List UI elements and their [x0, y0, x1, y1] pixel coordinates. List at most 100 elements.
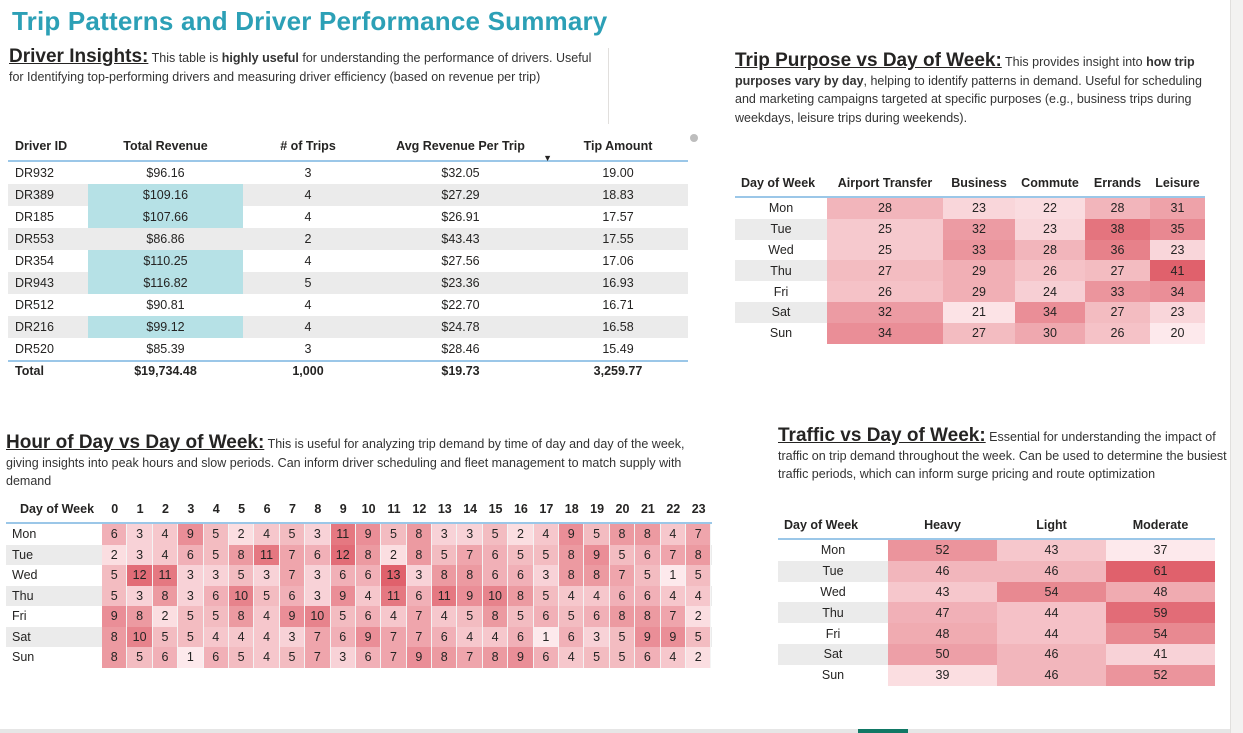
purpose-column-header[interactable]: Commute	[1021, 176, 1079, 190]
hour-column-header[interactable]: 6	[263, 502, 271, 516]
column-header-total-revenue[interactable]: Total Revenue	[123, 139, 208, 153]
hour-row-mon: Mon 6 3 4 9 5 2 4 5 3 11 9 5 8 3 3 5 2 4 9 5 8 8 4 7	[6, 524, 712, 545]
hour-cell: 9	[457, 585, 483, 606]
hour-cell: 3	[127, 544, 153, 565]
avg-revenue-cell: $27.56	[441, 254, 480, 268]
purpose-column-header[interactable]: Errands	[1093, 176, 1142, 190]
traffic-cell: 43	[888, 581, 997, 603]
hour-row-label: Thu	[12, 588, 34, 603]
hour-cell: 7	[381, 626, 407, 647]
hour-cell: 12	[330, 544, 356, 565]
column-header-tip-amount[interactable]: Tip Amount	[583, 139, 653, 153]
hour-cell: 7	[381, 647, 407, 668]
traffic-row-label: Wed	[820, 584, 846, 599]
purpose-column-header[interactable]: Airport Transfer	[837, 176, 933, 190]
hour-cell: 4	[254, 626, 280, 647]
total-revenue: $19,734.48	[134, 364, 197, 378]
right-scrollbar[interactable]	[1230, 0, 1243, 733]
trips-cell: 4	[304, 320, 312, 334]
purpose-row-label: Mon	[768, 201, 794, 216]
traffic-corner-header[interactable]: Day of Week	[784, 518, 859, 532]
hour-cell: 8	[102, 626, 128, 647]
traffic-column-header[interactable]: Heavy	[924, 518, 961, 532]
sort-descending-icon[interactable]: ▼	[543, 153, 552, 163]
hour-column-header[interactable]: 17	[539, 502, 554, 516]
hour-column-header[interactable]: 15	[488, 502, 503, 516]
purpose-row-label: Sat	[771, 305, 791, 320]
purpose-cell: 28	[1085, 198, 1150, 219]
hour-cell: 4	[254, 606, 280, 627]
hour-column-header[interactable]: 16	[513, 502, 528, 516]
table-row: DR354 $110.25 4 $27.56 17.06	[8, 250, 688, 272]
hour-cell: 5	[584, 524, 610, 545]
hour-cell: 7	[457, 544, 483, 565]
hour-column-header[interactable]: 4	[212, 502, 220, 516]
hour-cell: 6	[279, 585, 306, 606]
hour-column-header[interactable]: 21	[640, 502, 655, 516]
hour-column-header[interactable]: 9	[339, 502, 347, 516]
purpose-column-header[interactable]: Leisure	[1155, 176, 1200, 190]
hour-cell: 8	[127, 606, 153, 627]
purpose-cell: 23	[1150, 301, 1205, 323]
traffic-cell: 46	[997, 643, 1106, 665]
hour-column-header[interactable]: 12	[412, 502, 427, 516]
hour-column-header[interactable]: 20	[615, 502, 630, 516]
hour-column-header[interactable]: 0	[111, 502, 119, 516]
hour-cell: 5	[533, 544, 560, 565]
hour-cell: 3	[432, 524, 458, 545]
hour-column-header[interactable]: 3	[187, 502, 195, 516]
hour-column-header[interactable]: 1	[136, 502, 144, 516]
total-revenue-cell: $110.25	[88, 250, 243, 272]
purpose-row-sun: Sun 34 27 30 26 20	[735, 322, 1205, 344]
column-header-avg-revenue[interactable]: Avg Revenue Per Trip ▼	[373, 139, 552, 163]
hour-column-header[interactable]: 7	[288, 502, 296, 516]
purpose-row-label: Tue	[770, 222, 792, 237]
traffic-description: Traffic vs Day of Week: Essential for un…	[778, 426, 1228, 484]
hour-column-header[interactable]: 14	[463, 502, 478, 516]
hour-column-header[interactable]: 2	[162, 502, 169, 516]
hour-cell: 7	[660, 544, 686, 565]
hour-cell: 5	[203, 524, 229, 545]
column-header-trips[interactable]: # of Trips	[280, 139, 336, 153]
hour-cell: 6	[609, 585, 636, 606]
hour-column-header[interactable]: 5	[238, 502, 246, 516]
hour-cell: 4	[254, 524, 280, 545]
hour-column-header[interactable]: 8	[314, 502, 322, 516]
hour-cell: 5	[457, 606, 483, 627]
hour-column-header[interactable]: 13	[437, 502, 452, 516]
purpose-row-mon: Mon 28 23 22 28 31	[735, 198, 1205, 219]
purpose-cell: 32	[827, 301, 943, 323]
hour-column-header[interactable]: 10	[361, 502, 376, 516]
hour-cell: 4	[203, 626, 229, 647]
hour-cell: 5	[584, 647, 610, 668]
active-page-tab[interactable]	[858, 729, 908, 733]
driver-id-cell: DR389	[15, 188, 54, 202]
purpose-column-header[interactable]: Business	[951, 176, 1007, 190]
column-header-driver-id[interactable]: Driver ID	[15, 139, 68, 153]
traffic-row-label: Sat	[823, 647, 843, 662]
driver-id-cell: DR216	[15, 320, 54, 334]
hour-cell: 6	[203, 647, 229, 668]
scroll-indicator-dot[interactable]	[690, 134, 698, 142]
purpose-corner-header[interactable]: Day of Week	[741, 176, 816, 190]
hour-column-header[interactable]: 11	[387, 502, 401, 516]
hour-cell: 8	[559, 544, 585, 565]
tip-amount-cell: 15.49	[602, 342, 634, 356]
hour-column-header[interactable]: 23	[691, 502, 706, 516]
hour-column-header[interactable]: 22	[666, 502, 681, 516]
traffic-cell: 61	[1106, 560, 1215, 582]
traffic-column-header[interactable]: Moderate	[1132, 518, 1189, 532]
hour-column-header[interactable]: 19	[590, 502, 605, 516]
hour-column-header[interactable]: 18	[564, 502, 579, 516]
hour-row-fri: Fri 9 8 2 5 5 8 4 9 10 5 6 4 7 4 5 8 5 6 5 6 8 8 7 2	[6, 606, 712, 627]
purpose-cell: 29	[943, 260, 1015, 282]
avg-revenue-cell: $24.78	[441, 320, 480, 334]
total-revenue-cell: $96.16	[146, 166, 185, 180]
avg-revenue-cell: $32.05	[441, 166, 480, 180]
purpose-cell: 23	[1015, 218, 1085, 240]
hour-corner-header[interactable]: Day of Week	[19, 502, 95, 516]
hour-cell: 8	[482, 647, 509, 668]
hour-cell: 2	[508, 524, 534, 545]
traffic-column-header[interactable]: Light	[1036, 518, 1067, 532]
hour-cell: 5	[102, 565, 128, 586]
